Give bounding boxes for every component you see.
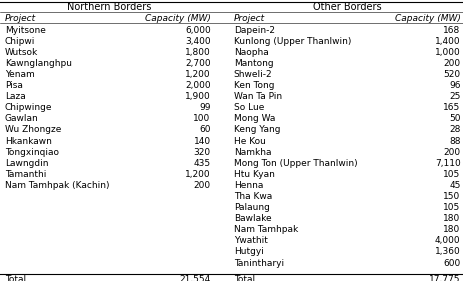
Text: Project: Project (234, 14, 265, 23)
Text: Capacity (MW): Capacity (MW) (395, 14, 461, 23)
Text: 1,360: 1,360 (435, 247, 461, 257)
Text: Pisa: Pisa (5, 81, 23, 90)
Text: 1,900: 1,900 (185, 92, 211, 101)
Text: Total: Total (234, 275, 255, 281)
Text: Bawlake: Bawlake (234, 214, 271, 223)
Text: 165: 165 (444, 103, 461, 112)
Text: 1,200: 1,200 (185, 70, 211, 79)
Text: 1,200: 1,200 (185, 170, 211, 179)
Text: 180: 180 (444, 225, 461, 234)
Text: Ken Tong: Ken Tong (234, 81, 274, 90)
Text: Hutgyi: Hutgyi (234, 247, 264, 257)
Text: Yenam: Yenam (5, 70, 34, 79)
Text: Gawlan: Gawlan (5, 114, 38, 123)
Text: Tanintharyi: Tanintharyi (234, 259, 284, 268)
Text: Nam Tamhpak: Nam Tamhpak (234, 225, 298, 234)
Text: Nam Tamhpak (Kachin): Nam Tamhpak (Kachin) (5, 181, 109, 190)
Text: Naopha: Naopha (234, 48, 269, 57)
Text: 17,775: 17,775 (429, 275, 461, 281)
Text: Htu Kyan: Htu Kyan (234, 170, 275, 179)
Text: 50: 50 (449, 114, 461, 123)
Text: 6,000: 6,000 (185, 26, 211, 35)
Text: Tha Kwa: Tha Kwa (234, 192, 272, 201)
Text: Mong Ton (Upper Thanlwin): Mong Ton (Upper Thanlwin) (234, 159, 357, 168)
Text: 435: 435 (194, 159, 211, 168)
Text: Hkankawn: Hkankawn (5, 137, 51, 146)
Text: 100: 100 (194, 114, 211, 123)
Text: 21,554: 21,554 (180, 275, 211, 281)
Text: 200: 200 (444, 59, 461, 68)
Text: 1,000: 1,000 (435, 48, 461, 57)
Text: Henna: Henna (234, 181, 263, 190)
Text: Myitsone: Myitsone (5, 26, 45, 35)
Text: 140: 140 (194, 137, 211, 146)
Text: Tongxinqiao: Tongxinqiao (5, 148, 59, 157)
Text: Chipwinge: Chipwinge (5, 103, 52, 112)
Text: Ywathit: Ywathit (234, 236, 268, 245)
Text: 45: 45 (449, 181, 461, 190)
Text: Wan Ta Pin: Wan Ta Pin (234, 92, 282, 101)
Text: 2,700: 2,700 (185, 59, 211, 68)
Text: 105: 105 (444, 170, 461, 179)
Text: 1,400: 1,400 (435, 37, 461, 46)
Text: Capacity (MW): Capacity (MW) (145, 14, 211, 23)
Text: 520: 520 (444, 70, 461, 79)
Text: Total: Total (5, 275, 26, 281)
Text: 168: 168 (444, 26, 461, 35)
Text: 320: 320 (194, 148, 211, 157)
Text: 200: 200 (194, 181, 211, 190)
Text: Project: Project (5, 14, 36, 23)
Text: 2,000: 2,000 (185, 81, 211, 90)
Text: Wu Zhongze: Wu Zhongze (5, 125, 61, 134)
Text: Namkha: Namkha (234, 148, 271, 157)
Text: He Kou: He Kou (234, 137, 266, 146)
Text: Kunlong (Upper Thanlwin): Kunlong (Upper Thanlwin) (234, 37, 351, 46)
Text: Chipwi: Chipwi (5, 37, 35, 46)
Text: 3,400: 3,400 (185, 37, 211, 46)
Text: 4,000: 4,000 (435, 236, 461, 245)
Text: Keng Yang: Keng Yang (234, 125, 280, 134)
Text: Lawngdin: Lawngdin (5, 159, 48, 168)
Text: Palaung: Palaung (234, 203, 269, 212)
Text: 200: 200 (444, 148, 461, 157)
Text: 180: 180 (444, 214, 461, 223)
Text: Mantong: Mantong (234, 59, 274, 68)
Text: 25: 25 (449, 92, 461, 101)
Text: 88: 88 (449, 137, 461, 146)
Text: So Lue: So Lue (234, 103, 264, 112)
Text: Wutsok: Wutsok (5, 48, 38, 57)
Text: 7,110: 7,110 (435, 159, 461, 168)
Text: Laza: Laza (5, 92, 25, 101)
Text: 1,800: 1,800 (185, 48, 211, 57)
Text: Kawnglanghpu: Kawnglanghpu (5, 59, 72, 68)
Text: Dapein-2: Dapein-2 (234, 26, 275, 35)
Text: 99: 99 (199, 103, 211, 112)
Text: Northern Borders: Northern Borders (67, 3, 151, 12)
Text: 105: 105 (444, 203, 461, 212)
Text: Other Borders: Other Borders (313, 3, 382, 12)
Text: Tamanthi: Tamanthi (5, 170, 46, 179)
Text: 96: 96 (449, 81, 461, 90)
Text: Mong Wa: Mong Wa (234, 114, 275, 123)
Text: 150: 150 (444, 192, 461, 201)
Text: 600: 600 (444, 259, 461, 268)
Text: 60: 60 (199, 125, 211, 134)
Text: 28: 28 (449, 125, 461, 134)
Text: Shweli-2: Shweli-2 (234, 70, 272, 79)
